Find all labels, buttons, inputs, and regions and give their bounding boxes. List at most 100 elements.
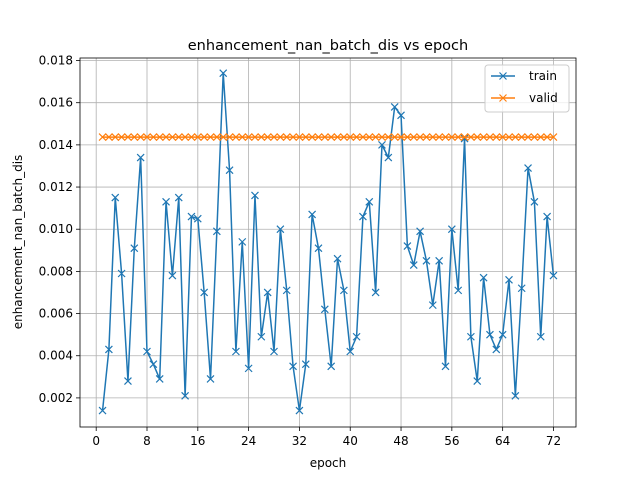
x-tick-label: 64 xyxy=(495,434,510,448)
valid-data-point xyxy=(435,133,444,141)
y-tick-label: 0.012 xyxy=(39,180,73,194)
valid-data-point xyxy=(270,133,278,141)
train-data-point xyxy=(498,330,507,339)
train-data-point xyxy=(346,347,355,356)
grid-lines xyxy=(80,58,576,427)
valid-data-point xyxy=(447,133,456,141)
y-tick-label: 0.002 xyxy=(39,391,73,405)
train-data-point xyxy=(466,332,475,341)
train-data-point xyxy=(136,153,145,162)
valid-data-point xyxy=(244,133,253,141)
valid-data-point xyxy=(505,133,513,141)
train-data-point xyxy=(486,330,494,339)
y-tick-label: 0.018 xyxy=(39,54,73,68)
valid-data-point xyxy=(479,133,488,141)
valid-data-point xyxy=(492,133,501,141)
train-data-point xyxy=(409,261,418,269)
valid-data-point xyxy=(511,133,520,141)
valid-data-point xyxy=(428,133,437,141)
y-axis-ticks: 0.002 0.004 0.006 0.008 0.010 0.012 0.014 0.016… xyxy=(39,54,80,405)
train-data-point xyxy=(390,102,399,111)
train-data-point xyxy=(130,244,139,253)
x-tick-label: 8 xyxy=(143,434,151,448)
train-data-point xyxy=(276,225,285,234)
legend: train valid xyxy=(484,64,570,113)
valid-data-point xyxy=(257,133,266,141)
series-layer xyxy=(98,69,558,415)
valid-data-point xyxy=(206,133,215,141)
train-data-point xyxy=(454,286,463,295)
valid-data-point xyxy=(155,133,164,141)
train-data-point xyxy=(263,288,272,297)
train-data-point xyxy=(517,284,526,293)
train-data-point xyxy=(244,364,253,373)
series-valid xyxy=(98,133,558,141)
valid-data-point xyxy=(212,133,221,141)
chart-title: enhancement_nan_batch_dis vs epoch xyxy=(188,38,468,54)
train-data-point xyxy=(524,164,532,172)
train-data-point xyxy=(200,288,209,297)
train-series-line xyxy=(101,72,555,412)
train-data-point xyxy=(149,360,158,369)
valid-data-point xyxy=(225,133,234,141)
train-data-point xyxy=(530,197,539,206)
train-data-point xyxy=(251,191,259,200)
valid-data-point xyxy=(365,133,374,141)
valid-data-point xyxy=(301,133,310,141)
valid-data-point xyxy=(282,133,291,141)
train-data-point xyxy=(416,227,425,236)
x-tick-label: 48 xyxy=(393,434,408,448)
train-data-point xyxy=(441,362,450,371)
train-data-point xyxy=(435,256,444,265)
train-data-point xyxy=(320,305,329,314)
y-tick-label: 0.016 xyxy=(39,96,73,110)
train-data-point xyxy=(543,212,552,221)
train-data-point xyxy=(371,288,380,297)
valid-data-point xyxy=(263,133,272,141)
train-data-point xyxy=(155,375,164,383)
train-data-point xyxy=(238,237,247,246)
legend-train-label: train xyxy=(529,69,557,83)
valid-data-point xyxy=(333,133,342,141)
train-data-point xyxy=(231,347,240,356)
train-data-point xyxy=(193,214,202,223)
train-data-point xyxy=(225,166,234,175)
train-data-point xyxy=(505,275,513,284)
valid-data-point xyxy=(276,133,285,141)
train-data-point xyxy=(206,375,215,383)
valid-data-point xyxy=(295,133,304,141)
x-axis-ticks: 0 8 16 24 32 40 48 56 64 72 xyxy=(92,427,561,448)
train-data-point xyxy=(352,332,361,341)
valid-data-point xyxy=(117,133,126,141)
train-data-point xyxy=(282,286,291,295)
y-tick-label: 0.008 xyxy=(39,264,73,278)
valid-data-point xyxy=(371,133,380,141)
train-data-point xyxy=(536,332,545,341)
train-data-point xyxy=(422,256,431,265)
train-data-point xyxy=(428,301,437,310)
train-data-point xyxy=(187,212,196,221)
valid-data-point xyxy=(422,133,431,141)
valid-data-point xyxy=(162,133,170,141)
valid-data-point xyxy=(549,133,558,141)
train-data-point xyxy=(460,134,469,143)
train-data-point xyxy=(117,269,126,278)
valid-data-point xyxy=(352,133,361,141)
valid-data-point xyxy=(104,133,113,141)
x-tick-label: 24 xyxy=(241,434,256,448)
train-data-point xyxy=(289,362,297,371)
train-data-point xyxy=(270,347,278,356)
valid-data-point xyxy=(378,133,386,141)
x-tick-label: 16 xyxy=(190,434,205,448)
train-data-point xyxy=(314,244,323,253)
valid-data-point xyxy=(111,133,120,141)
train-data-point xyxy=(333,254,342,263)
valid-data-point xyxy=(339,133,348,141)
valid-data-point xyxy=(231,133,240,141)
y-tick-label: 0.004 xyxy=(39,349,73,363)
valid-data-point xyxy=(498,133,507,141)
valid-data-point xyxy=(466,133,475,141)
train-data-point xyxy=(181,391,190,400)
train-data-point xyxy=(308,210,317,219)
valid-data-point xyxy=(181,133,190,141)
